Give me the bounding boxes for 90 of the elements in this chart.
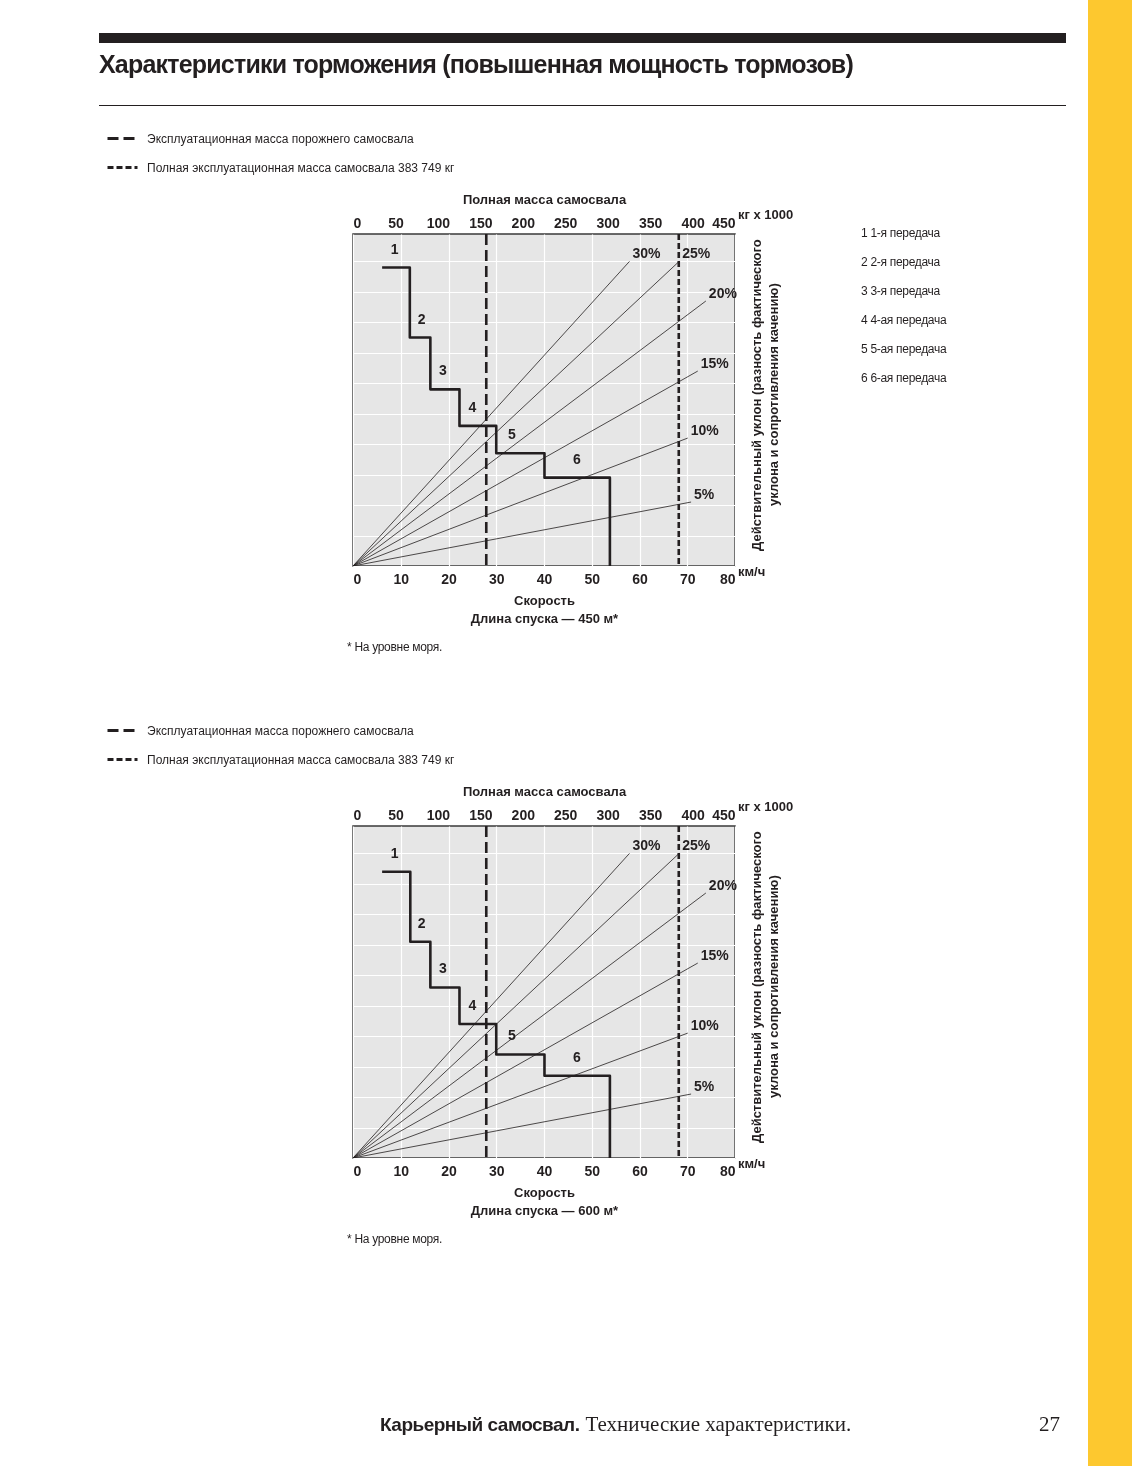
series-label: 5% [694, 486, 715, 503]
x2-tick-label: 250 [554, 806, 578, 823]
series-label: 5% [694, 1078, 715, 1095]
x2-axis-title: Полная масса самосвала [462, 783, 627, 799]
text: 3 3-я передача [861, 284, 940, 298]
text: Длина спуска — 450 м* [470, 610, 620, 626]
text: 2 2-я передача [861, 255, 940, 269]
x2-tick-label: 200 [511, 214, 536, 231]
x-tick-label: 50 [584, 1162, 601, 1179]
x2-tick-label: 200 [511, 806, 536, 823]
x2-axis-title: Полная масса самосвала [462, 191, 627, 207]
x2-tick-label: 0 [353, 214, 362, 231]
text: Технические характеристики. [585, 1412, 852, 1437]
x2-tick-label: 350 [638, 214, 663, 231]
x2-tick-label: 450 [712, 214, 736, 231]
x-tick-label: 60 [632, 1162, 648, 1179]
text: * На уровне моря. [347, 1232, 443, 1246]
legend-label: Эксплуатационная масса порожнего самосвала [147, 131, 415, 146]
text: 4 4-ая передача [861, 313, 947, 327]
x2-tick-label: 150 [469, 214, 493, 231]
annotation: 4 [468, 996, 477, 1013]
x2-tick-label: 100 [426, 214, 451, 231]
annotation: 3 [438, 362, 447, 379]
x2-tick-label: 0 [353, 806, 362, 823]
x-tick-label: 70 [679, 1162, 696, 1179]
text: 5 5-ая передача [861, 342, 947, 356]
x-tick-label: 20 [441, 1162, 457, 1179]
x2-tick-label: 450 [712, 806, 736, 823]
chart-title: Характеристики торможения (повышенная мощность тормозов) [99, 50, 853, 79]
x2-tick-label: 400 [681, 806, 705, 823]
legend-label: Полная эксплуатационная масса самосвала 383 749 кг [147, 752, 455, 767]
y-axis-title: Действительный уклон (разность фактического уклона и сопротивления качению) [748, 830, 782, 1145]
x2-tick-label: 150 [469, 806, 493, 823]
series-label: 20% [708, 877, 738, 894]
x2-tick-label: 350 [638, 806, 663, 823]
annotation: 6 [573, 1048, 582, 1065]
x-axis-title: Скорость [514, 1184, 575, 1200]
x-tick-label: 20 [441, 570, 457, 587]
text: 6 6-ая передача [861, 371, 947, 385]
text: * На уровне моря. [347, 640, 443, 654]
annotation: 2 [417, 310, 426, 327]
series-label: 10% [690, 422, 720, 439]
text: 27 [1039, 1412, 1060, 1437]
annotation: 5 [508, 426, 517, 443]
annotation: 1 [390, 240, 399, 257]
series-label: 10% [690, 1017, 720, 1034]
x2-tick-label: 100 [426, 806, 451, 823]
x-tick-label: 10 [393, 1162, 410, 1179]
x-tick-label: 40 [536, 1162, 553, 1179]
x-tick-label: 80 [719, 570, 736, 587]
x-tick-label: 40 [536, 570, 553, 587]
text: км/ч [738, 1156, 766, 1171]
series-label: 25% [682, 245, 711, 262]
x2-tick-label: 50 [388, 214, 404, 231]
series-label: 30% [632, 837, 662, 854]
series-label: 30% [632, 245, 662, 262]
x-tick-label: 0 [353, 1162, 362, 1179]
annotation: 6 [573, 450, 582, 467]
x2-tick-label: 50 [388, 806, 404, 823]
x-tick-label: 50 [584, 570, 601, 587]
series-label: 25% [682, 837, 711, 854]
x2-tick-label: 400 [681, 214, 705, 231]
series-label: 20% [708, 285, 738, 302]
text: км/ч [738, 564, 766, 579]
legend-label: Полная эксплуатационная масса самосвала 383 749 кг [147, 160, 455, 175]
annotation: 5 [508, 1027, 517, 1044]
legend-label: Эксплуатационная масса порожнего самосвала [147, 723, 415, 738]
y-axis-title: Действительный уклон (разность фактического уклона и сопротивления качению) [748, 238, 782, 553]
annotation: 1 [390, 844, 399, 861]
x2-tick-label: 300 [596, 806, 621, 823]
x-tick-label: 80 [719, 1162, 736, 1179]
x-tick-label: 10 [393, 570, 410, 587]
series-label: 15% [700, 355, 730, 372]
annotation: 3 [438, 960, 447, 977]
text: 1 1-я передача [861, 226, 940, 240]
x-tick-label: 30 [488, 570, 505, 587]
x-axis-title: Скорость [514, 592, 575, 608]
x-tick-label: 60 [632, 570, 648, 587]
series-label: 15% [700, 947, 730, 964]
annotation: 2 [417, 914, 426, 931]
x2-tick-label: 250 [554, 214, 578, 231]
text: Длина спуска — 600 м* [470, 1202, 620, 1218]
text: кг x 1000 [738, 799, 794, 814]
x-tick-label: 0 [353, 570, 362, 587]
text: Карьерный самосвал. [380, 1414, 580, 1436]
x-tick-label: 30 [488, 1162, 505, 1179]
text: кг x 1000 [738, 207, 794, 222]
annotation: 4 [468, 398, 477, 415]
x-tick-label: 70 [679, 570, 696, 587]
x2-tick-label: 300 [596, 214, 621, 231]
